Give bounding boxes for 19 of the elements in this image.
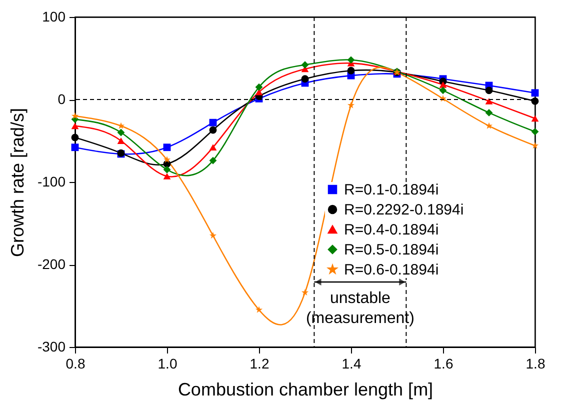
legend-label: R=0.2292-0.1894i: [344, 202, 464, 218]
x-tick-label: 1.2: [250, 356, 270, 372]
x-tick-label: 1.0: [158, 356, 178, 372]
annotation: unstable (measurement): [306, 290, 414, 327]
y-tick-label: -100: [37, 174, 66, 190]
x-axis-title: Combustion chamber length [m]: [178, 380, 434, 400]
y-axis-title: Growth rate [rad/s]: [7, 108, 28, 258]
legend-label: R=0.5-0.1894i: [344, 242, 439, 258]
legend-label: R=0.6-0.1894i: [344, 262, 439, 278]
y-tick-label: 0: [58, 91, 66, 107]
y-tick-label: -200: [37, 256, 66, 272]
y-tick-label: -300: [37, 338, 66, 354]
x-tick-label: 1.6: [434, 356, 454, 372]
legend-label: R=0.1-0.1894i: [344, 182, 439, 198]
x-tick-label: 0.8: [66, 356, 86, 372]
x-tick-label: 1.8: [526, 356, 546, 372]
y-tick-label: 100: [42, 8, 66, 24]
legend-label: R=0.4-0.1894i: [344, 222, 439, 238]
x-tick-label: 1.4: [342, 356, 362, 372]
